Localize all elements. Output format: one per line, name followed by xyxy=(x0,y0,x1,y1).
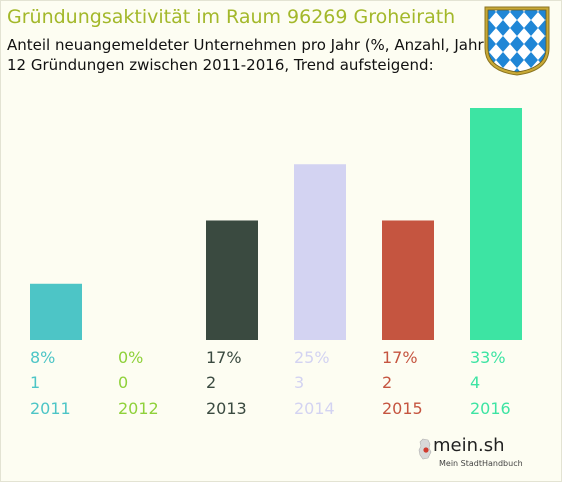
chart-title: Gründungsaktivität im Raum 96269 Groheir… xyxy=(7,6,456,28)
count-label-2015: 2 xyxy=(382,373,392,392)
year-label-2016: 2016 xyxy=(470,399,511,418)
year-label-2013: 2013 xyxy=(206,399,247,418)
bar-2015 xyxy=(382,220,434,340)
year-label-2015: 2015 xyxy=(382,399,423,418)
percent-label-2012: 0% xyxy=(118,348,143,367)
logo-tagline: Mein StadtHandbuch xyxy=(439,459,523,468)
count-label-2014: 3 xyxy=(294,373,304,392)
count-label-2011: 1 xyxy=(30,373,40,392)
logo-name: mein.sh xyxy=(433,435,505,456)
chart-subtitle: Anteil neuangemeldeter Unternehmen pro J… xyxy=(7,36,490,54)
count-label-2012: 0 xyxy=(118,373,128,392)
year-label-2014: 2014 xyxy=(294,399,335,418)
germany-map-icon xyxy=(418,438,432,460)
count-label-2016: 4 xyxy=(470,373,480,392)
chart-summary: 12 Gründungen zwischen 2011-2016, Trend … xyxy=(7,56,434,74)
bar-2011 xyxy=(30,283,82,340)
year-label-2012: 2012 xyxy=(118,399,159,418)
bavaria-crest-icon xyxy=(484,6,550,76)
count-label-2013: 2 xyxy=(206,373,216,392)
percent-label-2015: 17% xyxy=(382,348,418,367)
bar-2014 xyxy=(294,164,346,340)
bar-2016 xyxy=(470,108,522,340)
mein-sh-logo: mein.sh Mein StadtHandbuch xyxy=(415,432,535,474)
year-label-2011: 2011 xyxy=(30,399,71,418)
bar-2013 xyxy=(206,220,258,340)
percent-label-2011: 8% xyxy=(30,348,55,367)
percent-label-2016: 33% xyxy=(470,348,506,367)
percent-label-2013: 17% xyxy=(206,348,242,367)
percent-label-2014: 25% xyxy=(294,348,330,367)
